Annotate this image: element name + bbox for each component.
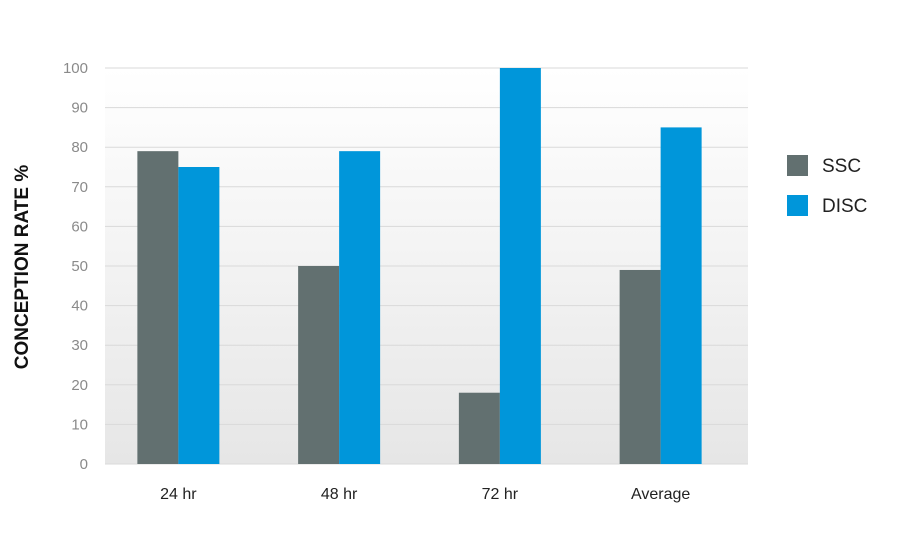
y-tick-label: 10 — [71, 416, 88, 433]
y-tick-label: 0 — [80, 456, 88, 473]
legend-label-disc: DISC — [822, 196, 867, 217]
bar-disc-72-hr — [499, 68, 541, 464]
bar-disc-48-hr — [339, 151, 381, 464]
x-tick-label: 48 hr — [321, 486, 358, 503]
x-tick-label: 72 hr — [482, 486, 519, 503]
y-axis-title: CONCEPTION RATE % — [12, 165, 33, 370]
y-tick-label: 50 — [71, 258, 88, 275]
bar-disc-24-hr — [178, 167, 220, 464]
legend-swatch-ssc — [787, 155, 808, 176]
bar-disc-average — [660, 127, 702, 465]
bar-ssc-48-hr — [298, 266, 340, 464]
x-tick-label: 24 hr — [160, 486, 197, 503]
y-tick-label: 40 — [71, 298, 88, 315]
bar-ssc-72-hr — [458, 392, 500, 464]
y-tick-label: 80 — [71, 139, 88, 156]
y-tick-label: 30 — [71, 337, 88, 354]
y-tick-label: 90 — [71, 100, 88, 117]
y-axis-ticks: 0 10 20 30 40 50 60 70 80 90 100 — [63, 60, 88, 473]
y-tick-label: 60 — [71, 218, 88, 235]
y-tick-label: 100 — [63, 60, 88, 77]
legend-label-ssc: SSC — [822, 156, 861, 177]
y-tick-label: 20 — [71, 377, 88, 394]
bar-ssc-24-hr — [137, 151, 179, 464]
legend: SSC DISC — [787, 155, 867, 217]
legend-swatch-disc — [787, 195, 808, 216]
y-tick-label: 70 — [71, 179, 88, 196]
bar-ssc-average — [619, 269, 661, 464]
bars — [137, 68, 702, 465]
x-tick-label: Average — [631, 486, 690, 503]
x-axis-labels: 24 hr 48 hr 72 hr Average — [160, 486, 690, 503]
